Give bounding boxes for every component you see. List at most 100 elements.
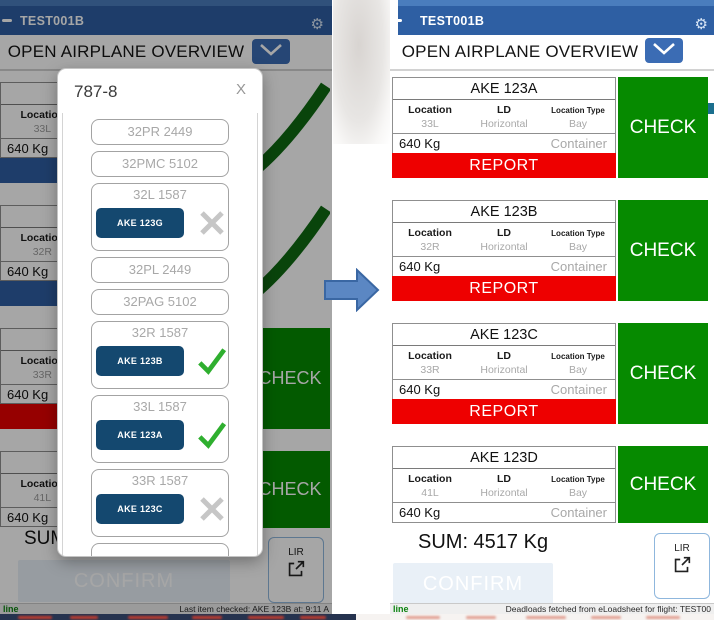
right-status-message: Deadloads fetched from eLoadsheet for fl… — [505, 604, 711, 614]
confirm-button[interactable]: CONFIRM — [18, 560, 230, 602]
weight-value: 640 Kg — [399, 259, 441, 274]
lir-label: LIR — [674, 543, 690, 554]
position-occupied: 32L 1587 AKE 123G — [91, 183, 229, 251]
check-button[interactable]: CHECK — [250, 451, 330, 528]
location-value: 33L — [33, 123, 52, 135]
check-mark-icon — [197, 420, 227, 450]
right-divider — [390, 69, 714, 71]
container-label: Container — [550, 505, 607, 520]
left-overview-label: OPEN AIRPLANE OVERVIEW — [7, 42, 245, 61]
lir-button[interactable]: LIR — [654, 533, 710, 599]
container-label: Container — [550, 136, 607, 151]
left-status-message: Last item checked: AKE 123B at: 9:11 A — [179, 604, 329, 614]
transition-arrow-icon — [324, 267, 380, 317]
bottom-edge-light — [356, 614, 714, 620]
location-value: 33R — [32, 369, 52, 381]
container-label: Container — [550, 382, 607, 397]
uld-title: AKE 123A — [393, 78, 615, 100]
report-button[interactable]: REPORT — [392, 399, 616, 424]
position-label: 32R 1587 — [131, 325, 189, 340]
weight-value: 640 Kg — [7, 509, 49, 525]
report-button[interactable]: REPORT — [392, 276, 616, 301]
position-slot[interactable]: 32PMC 5102 — [91, 151, 229, 177]
position-label: 33R 1587 — [131, 473, 189, 488]
x-mark-icon — [197, 208, 227, 238]
location-header: Location — [20, 109, 65, 121]
position-occupied: 33L 1587 AKE 123A — [91, 395, 229, 463]
left-overview-row: OPEN AIRPLANE OVERVIEW — [0, 35, 332, 68]
check-button[interactable]: CHECK — [618, 323, 708, 424]
ld-header: LD — [497, 473, 511, 485]
ld-value: Horizontal — [480, 241, 528, 253]
confirm-button[interactable]: CONFIRM — [393, 563, 553, 605]
check-button[interactable]: CHECK — [618, 200, 708, 301]
weight-value: 640 Kg — [399, 505, 441, 520]
minimize-dash-icon — [2, 19, 12, 22]
location-type-value: Bay — [568, 364, 588, 376]
position-occupied: 33R 1587 AKE 123C — [91, 469, 229, 537]
ld-header: LD — [497, 227, 511, 239]
location-value: 32R — [32, 246, 52, 258]
uld-pill[interactable]: AKE 123B — [96, 346, 184, 376]
ld-header: LD — [497, 350, 511, 362]
right-app-header: TEST001B ⚙ — [392, 6, 714, 35]
location-type-header: Location Type — [551, 229, 605, 238]
close-icon[interactable]: X — [235, 81, 246, 98]
lir-label: LIR — [288, 547, 304, 558]
right-overview-dropdown-button[interactable] — [645, 38, 683, 63]
check-mark-icon — [197, 346, 227, 376]
weight-value: 640 Kg — [399, 382, 441, 397]
aircraft-hold-dialog: 787-8 X 32PR 2449 32PMC 5102 32L 1587 AK… — [58, 69, 262, 556]
card-body: AKE 123A Location LD Location Type 33L H… — [392, 77, 616, 154]
location-value: 41L — [33, 492, 52, 504]
location-header: Location — [408, 227, 452, 239]
card-body: AKE 123C Location LD Location Type 33R H… — [392, 323, 616, 400]
online-status: line — [3, 604, 19, 614]
left-sum-label: SUM — [24, 528, 67, 549]
uld-pill[interactable]: AKE 123A — [96, 420, 184, 450]
position-occupied: 32R 1587 AKE 123B — [91, 321, 229, 389]
sum-total: SUM: 4517 Kg — [418, 531, 549, 553]
location-value: 33R — [420, 364, 440, 376]
x-mark-icon — [197, 494, 227, 524]
left-overview-dropdown-button[interactable] — [252, 39, 290, 64]
minimize-dash-icon — [392, 19, 402, 22]
uld-pill[interactable]: AKE 123G — [96, 208, 184, 238]
card-ake123c: AKE 123C Location LD Location Type 33R H… — [392, 323, 708, 424]
location-type-header: Location Type — [551, 475, 605, 484]
chevron-down-icon — [651, 41, 677, 61]
hold-position-list: 32PR 2449 32PMC 5102 32L 1587 AKE 123G 3… — [62, 113, 258, 556]
right-overview-row: OPEN AIRPLANE OVERVIEW — [390, 35, 714, 68]
card-body: AKE 123B Location LD Location Type 32R H… — [392, 200, 616, 277]
check-button[interactable]: CHECK — [250, 328, 330, 429]
position-slot[interactable]: 32PAG 5102 — [91, 289, 229, 315]
left-top-strip — [0, 0, 332, 6]
right-top-strip — [398, 0, 714, 6]
external-link-icon — [285, 560, 307, 584]
right-statusbar: line Deadloads fetched from eLoadsheet f… — [390, 603, 714, 614]
right-flight-title: TEST001B — [420, 13, 485, 28]
position-label: 32L 1587 — [133, 187, 187, 202]
weight-value: 640 Kg — [7, 386, 49, 402]
lir-button[interactable]: LIR — [268, 537, 324, 603]
report-button[interactable]: REPORT — [392, 153, 616, 178]
check-button[interactable]: CHECK — [618, 77, 708, 178]
uld-pill[interactable]: AKE 123C — [96, 494, 184, 524]
screen-right: TEST001B ⚙ OPEN AIRPLANE OVERVIEW AKE 12… — [390, 0, 714, 614]
gear-icon[interactable]: ⚙ — [310, 16, 324, 33]
position-slot-partial[interactable] — [91, 543, 229, 556]
location-value: 41L — [421, 487, 439, 499]
location-value: 33L — [421, 118, 439, 130]
bottom-edge-dark — [0, 614, 356, 620]
check-button[interactable]: CHECK — [618, 446, 708, 523]
gear-icon[interactable]: ⚙ — [694, 16, 708, 33]
left-statusbar: line Last item checked: AKE 123B at: 9:1… — [0, 603, 332, 614]
position-slot[interactable]: 32PL 2449 — [91, 257, 229, 283]
position-label: 33L 1587 — [133, 399, 187, 414]
location-type-value: Bay — [568, 118, 588, 130]
external-link-icon — [671, 556, 693, 580]
location-type-header: Location Type — [551, 352, 605, 361]
weight-value: 640 Kg — [7, 140, 49, 156]
screen-left: TEST001B ⚙ OPEN AIRPLANE OVERVIEW Locati… — [0, 0, 332, 614]
position-slot[interactable]: 32PR 2449 — [91, 119, 229, 145]
